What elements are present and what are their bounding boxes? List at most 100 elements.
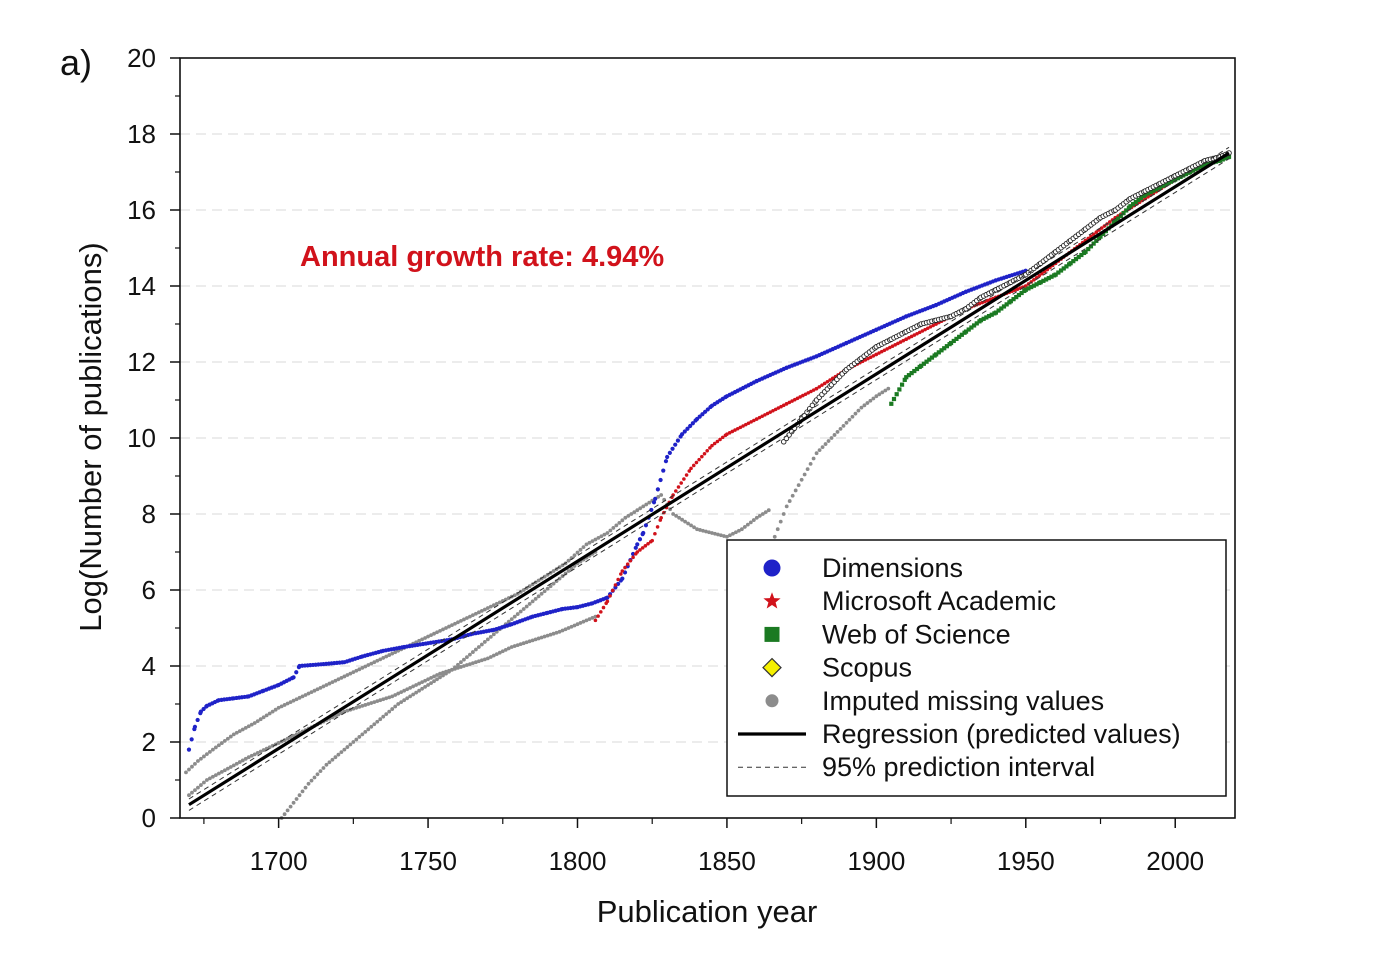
imputed-point bbox=[184, 770, 188, 775]
imputed-point bbox=[491, 603, 496, 608]
wos-point bbox=[1034, 282, 1039, 287]
imputed-point bbox=[494, 601, 499, 606]
imputed-point bbox=[447, 624, 451, 629]
microsoft-point bbox=[659, 516, 663, 520]
imputed-point bbox=[566, 626, 571, 630]
imputed-point bbox=[575, 550, 580, 555]
imputed-point bbox=[581, 545, 586, 550]
imputed-point bbox=[488, 655, 493, 659]
dimensions-point bbox=[633, 545, 638, 550]
imputed-point bbox=[354, 737, 359, 742]
microsoft-point bbox=[888, 345, 892, 350]
imputed-point bbox=[246, 755, 251, 760]
imputed-point bbox=[414, 683, 419, 687]
imputed-point bbox=[772, 534, 777, 539]
dimensions-point bbox=[665, 454, 670, 460]
wos-point bbox=[1053, 272, 1058, 277]
imputed-point bbox=[423, 678, 427, 683]
legend-web-of-science-swatch bbox=[764, 626, 780, 642]
imputed-point bbox=[623, 515, 628, 520]
imputed-point bbox=[399, 690, 404, 695]
imputed-point bbox=[856, 408, 861, 413]
imputed-point bbox=[468, 652, 472, 657]
imputed-point bbox=[551, 569, 556, 573]
legend-scopus-label: Scopus bbox=[822, 653, 912, 683]
imputed-point bbox=[868, 398, 873, 403]
imputed-point bbox=[312, 688, 317, 693]
microsoft-point bbox=[925, 326, 930, 331]
imputed-point bbox=[456, 662, 460, 667]
wos-point bbox=[1148, 189, 1153, 195]
microsoft-point bbox=[605, 599, 610, 604]
wos-point bbox=[909, 370, 914, 376]
microsoft-point bbox=[890, 344, 895, 348]
wos-point bbox=[1136, 197, 1141, 203]
imputed-point bbox=[793, 488, 798, 493]
imputed-point bbox=[306, 691, 311, 696]
dimensions-point bbox=[198, 709, 204, 714]
imputed-point bbox=[264, 713, 269, 718]
microsoft-point bbox=[1032, 278, 1036, 282]
imputed-point bbox=[228, 734, 233, 739]
imputed-point bbox=[647, 500, 652, 505]
imputed-point bbox=[441, 627, 445, 632]
imputed-point bbox=[288, 700, 293, 704]
imputed-point bbox=[321, 766, 326, 770]
imputed-point bbox=[366, 702, 371, 706]
wos-point bbox=[1058, 268, 1064, 273]
microsoft-point bbox=[901, 338, 906, 343]
imputed-point bbox=[503, 597, 508, 602]
dimensions-point bbox=[195, 717, 200, 723]
imputed-point bbox=[742, 525, 747, 529]
imputed-point bbox=[387, 709, 392, 714]
imputed-point bbox=[500, 649, 505, 654]
imputed-point bbox=[584, 618, 589, 623]
dimensions-point bbox=[700, 412, 705, 417]
wos-point bbox=[906, 373, 912, 378]
imputed-point bbox=[423, 685, 427, 689]
imputed-point bbox=[865, 401, 870, 405]
wos-point bbox=[989, 312, 994, 317]
imputed-point bbox=[551, 581, 556, 586]
imputed-point bbox=[886, 386, 891, 391]
imputed-point bbox=[234, 730, 239, 735]
wos-point bbox=[957, 334, 962, 339]
imputed-point bbox=[545, 586, 550, 591]
imputed-point bbox=[465, 616, 469, 620]
imputed-point bbox=[360, 732, 365, 737]
microsoft-point bbox=[801, 393, 805, 398]
legend-regression-predicted-values-label: Regression (predicted values) bbox=[822, 719, 1181, 749]
imputed-point bbox=[321, 684, 326, 689]
wos-point bbox=[1073, 256, 1079, 262]
imputed-point bbox=[512, 593, 517, 598]
imputed-point bbox=[733, 530, 738, 535]
microsoft-point bbox=[879, 349, 884, 354]
wos-point bbox=[912, 368, 917, 374]
y-tick-label: 12 bbox=[127, 347, 156, 377]
imputed-point bbox=[249, 722, 254, 727]
wos-point bbox=[1158, 185, 1163, 190]
wos-point bbox=[1151, 188, 1156, 193]
imputed-point bbox=[384, 654, 389, 659]
microsoft-point bbox=[643, 544, 648, 548]
imputed-point bbox=[285, 808, 290, 813]
imputed-point bbox=[348, 671, 353, 676]
microsoft-point bbox=[1091, 232, 1096, 237]
imputed-point bbox=[345, 708, 350, 713]
y-tick-label: 4 bbox=[142, 651, 156, 681]
imputed-point bbox=[339, 750, 344, 755]
imputed-point bbox=[506, 619, 511, 624]
imputed-point bbox=[199, 756, 203, 761]
wos-point bbox=[919, 363, 924, 368]
imputed-point bbox=[303, 785, 308, 790]
microsoft-point bbox=[882, 348, 887, 353]
axes: 0 2 4 6 8 10 12 14 16 18 20 1700 1750 1800 1850 1900 195… bbox=[127, 43, 1204, 876]
y-tick-label: 8 bbox=[142, 499, 156, 529]
wos-point bbox=[1001, 304, 1007, 309]
dimensions-point bbox=[649, 507, 654, 513]
imputed-point bbox=[527, 602, 532, 606]
imputed-point bbox=[470, 613, 475, 618]
imputed-point bbox=[820, 445, 825, 450]
imputed-point bbox=[557, 565, 562, 570]
imputed-point bbox=[240, 727, 245, 732]
